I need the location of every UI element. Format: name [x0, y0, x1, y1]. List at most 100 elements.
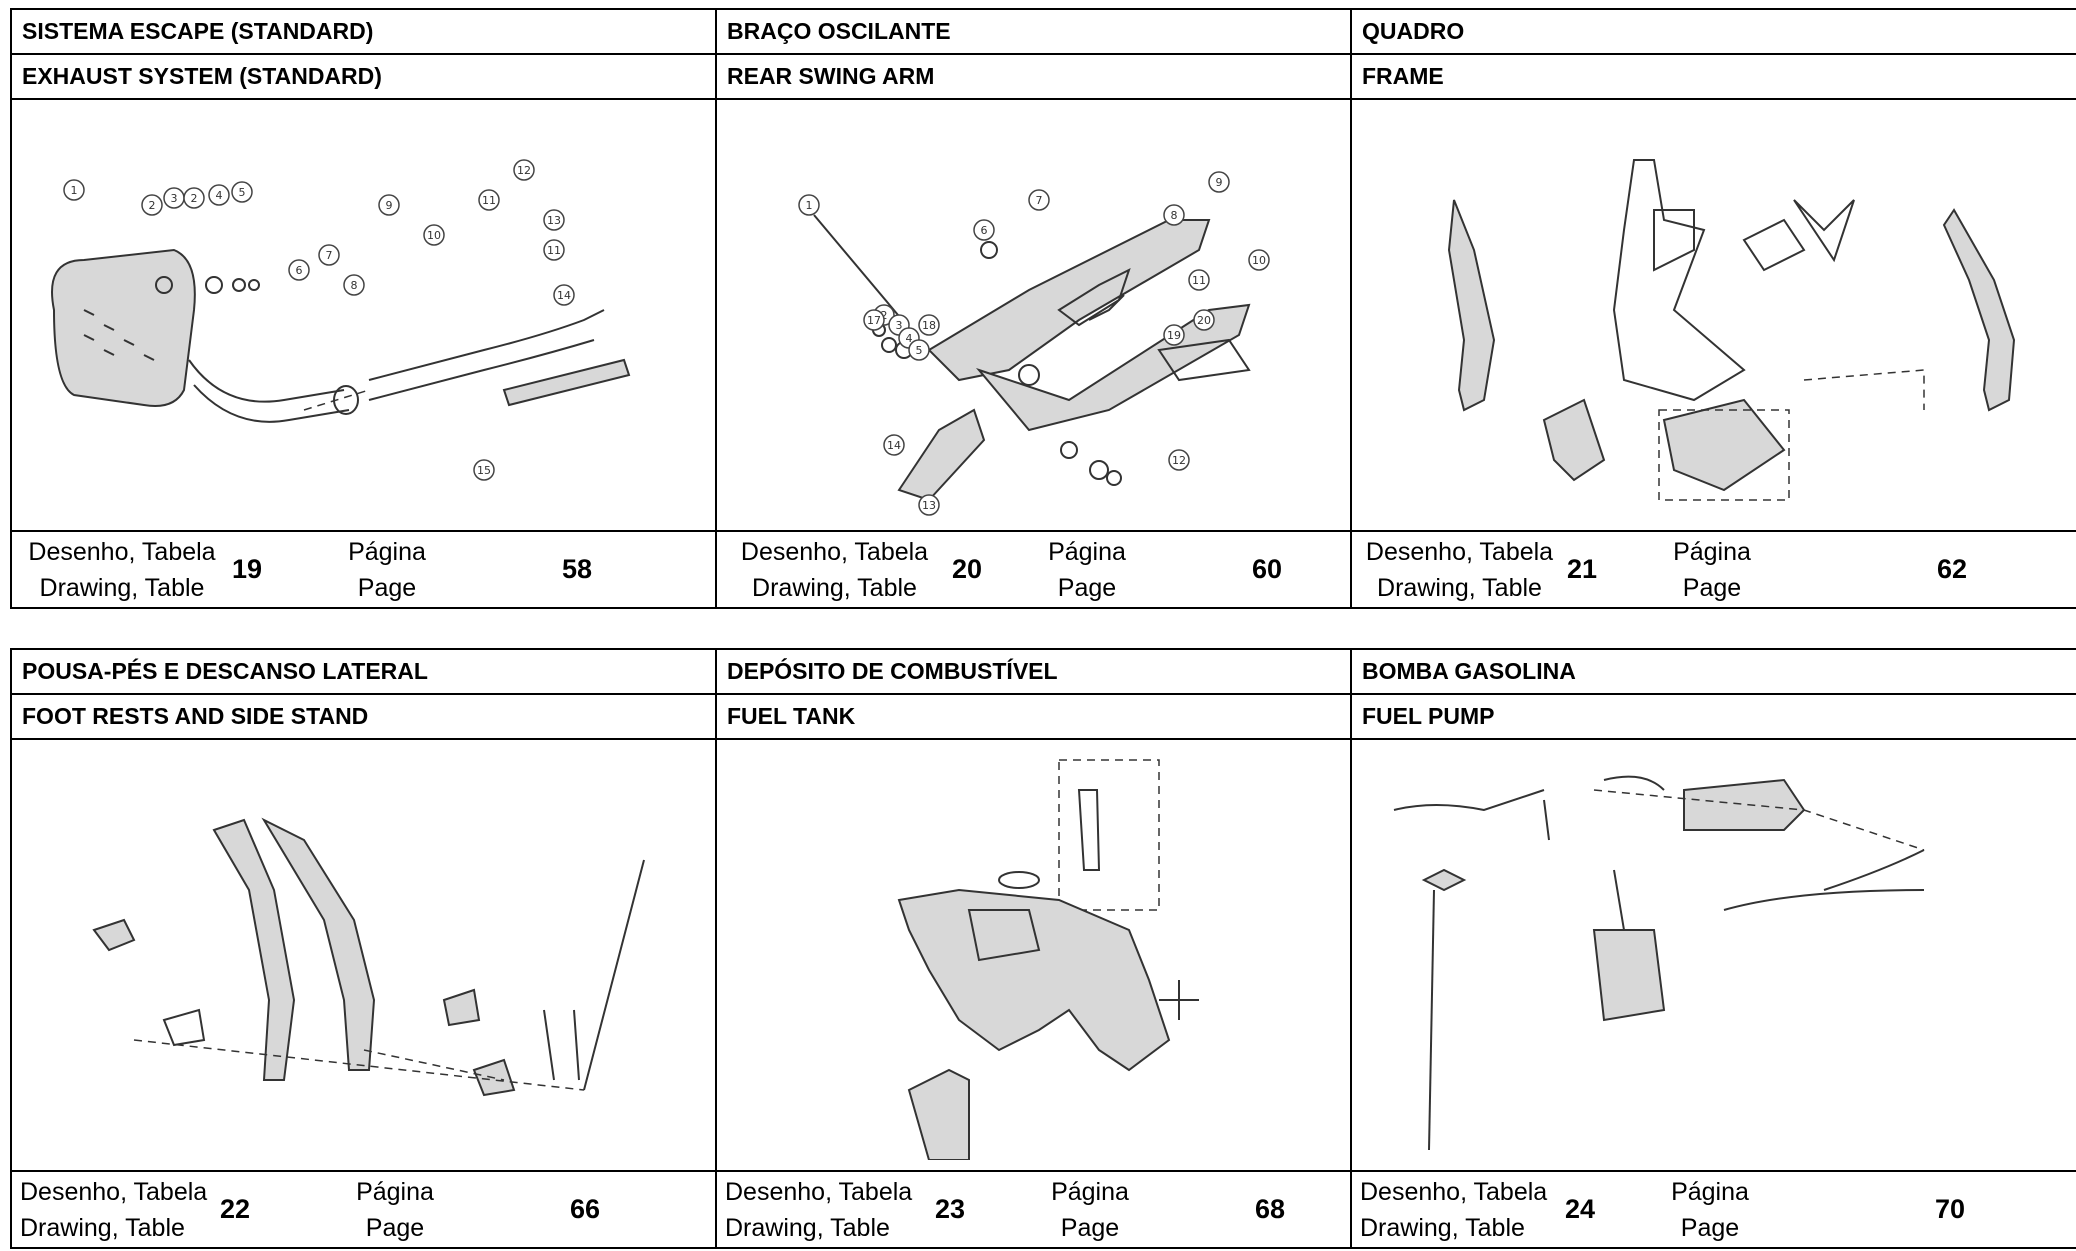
- svg-text:7: 7: [325, 249, 332, 262]
- page-number[interactable]: 66: [569, 1194, 600, 1224]
- panel-title-pt: SISTEMA ESCAPE (STANDARD): [10, 8, 717, 55]
- callout-number: 19: [1162, 324, 1185, 346]
- callout-number: 14: [552, 284, 575, 306]
- svg-text:3: 3: [170, 192, 177, 205]
- callout-number: 5: [907, 339, 930, 361]
- svg-text:17: 17: [867, 314, 881, 327]
- svg-text:2: 2: [148, 199, 155, 212]
- callout-number: 8: [1162, 204, 1185, 226]
- footrest-drawing-cell[interactable]: [10, 738, 717, 1172]
- callout-number: 13: [542, 209, 565, 231]
- page-label-en: Page: [1060, 1213, 1120, 1242]
- panel-title-pt: POUSA-PÉS E DESCANSO LATERAL: [10, 648, 717, 695]
- swing-arm-drawing-cell[interactable]: 1 2 3 4 5 6 7 8 9 10 11 12 13 14 17 18 19 20: [715, 98, 1352, 532]
- drawing-label-pt: Desenho, Tabela: [28, 537, 216, 566]
- svg-text:13: 13: [547, 214, 561, 227]
- drawing-label-en: Drawing, Table: [1360, 1213, 1525, 1242]
- callout-number: 10: [1247, 249, 1270, 271]
- fuel-tank-drawing-cell[interactable]: [715, 738, 1352, 1172]
- page-label-pt: Página: [1673, 537, 1751, 566]
- svg-text:19: 19: [1167, 329, 1181, 342]
- drawing-number[interactable]: 21: [1567, 554, 1598, 584]
- callout-number: 5: [230, 181, 253, 203]
- frame-drawing-cell[interactable]: [1350, 98, 2076, 532]
- drawing-number[interactable]: 20: [952, 554, 983, 584]
- panel-footer: Desenho, Tabela Drawing, Table 19 Página…: [10, 530, 717, 609]
- svg-text:20: 20: [1197, 314, 1211, 327]
- callout-number: 17: [862, 309, 885, 331]
- parts-index-table-bottom: POUSA-PÉS E DESCANSO LATERAL DEPÓSITO DE…: [10, 648, 2076, 1249]
- svg-text:8: 8: [350, 279, 357, 292]
- exhaust-drawing-cell[interactable]: 1 2 3 2 4 5 6 7 8 9 10 11 12 13 11 14 15: [10, 98, 717, 532]
- drawing-number[interactable]: 19: [232, 554, 263, 584]
- callout-number: 7: [317, 244, 340, 266]
- fuel-pump-drawing-cell[interactable]: [1350, 738, 2076, 1172]
- svg-text:6: 6: [295, 264, 302, 277]
- svg-text:1: 1: [805, 199, 812, 212]
- page-label-en: Page: [357, 573, 417, 602]
- drawing-number[interactable]: 24: [1565, 1194, 1596, 1224]
- callout-number: 2: [182, 187, 205, 209]
- callout-number: 8: [342, 274, 365, 296]
- callout-number: 12: [1167, 449, 1190, 471]
- drawing-label-en: Drawing, Table: [20, 1213, 185, 1242]
- svg-text:8: 8: [1170, 209, 1177, 222]
- panel-title-en: FOOT RESTS AND SIDE STAND: [10, 693, 717, 740]
- panel-title-en: EXHAUST SYSTEM (STANDARD): [10, 53, 717, 100]
- svg-text:3: 3: [895, 319, 902, 332]
- page-label-pt: Página: [1051, 1177, 1129, 1206]
- page-number[interactable]: 60: [1251, 554, 1282, 584]
- svg-text:10: 10: [427, 229, 441, 242]
- page-label-en: Page: [365, 1213, 425, 1242]
- callout-number: 2: [140, 194, 163, 216]
- svg-text:11: 11: [547, 244, 561, 257]
- drawing-number[interactable]: 22: [220, 1194, 251, 1224]
- page-number[interactable]: 62: [1936, 554, 1967, 584]
- svg-text:15: 15: [477, 464, 491, 477]
- callout-number: 9: [1207, 171, 1230, 193]
- drawing-label-en: Drawing, Table: [1377, 573, 1542, 602]
- panel-title-pt: DEPÓSITO DE COMBUSTÍVEL: [715, 648, 1352, 695]
- svg-text:9: 9: [1215, 176, 1222, 189]
- svg-text:2: 2: [880, 309, 887, 322]
- svg-text:6: 6: [980, 224, 987, 237]
- svg-text:12: 12: [517, 164, 531, 177]
- svg-text:7: 7: [1035, 194, 1042, 207]
- callout-number: 6: [972, 219, 995, 241]
- callout-number: 18: [917, 314, 940, 336]
- callout-number: 10: [422, 224, 445, 246]
- panel-footer: Desenho, Tabela Drawing, Table 24 Página…: [1350, 1170, 2076, 1249]
- panel-footer: Desenho, Tabela Drawing, Table 21 Página…: [1350, 530, 2076, 609]
- drawing-label-en: Drawing, Table: [752, 573, 917, 602]
- page-label-en: Page: [1057, 573, 1117, 602]
- callout-number: 11: [477, 189, 500, 211]
- callout-number: 14: [882, 434, 905, 456]
- drawing-number[interactable]: 23: [935, 1194, 966, 1224]
- callout-number: 20: [1192, 309, 1215, 331]
- callout-number: 7: [1027, 189, 1050, 211]
- callout-number: 11: [542, 239, 565, 261]
- page-number[interactable]: 70: [1934, 1194, 1965, 1224]
- panel-title-en: FRAME: [1350, 53, 2076, 100]
- fuel-tank-drawing: [897, 759, 1199, 1160]
- callout-number: 11: [1187, 269, 1210, 291]
- page-label-pt: Página: [1048, 537, 1126, 566]
- page-number[interactable]: 68: [1254, 1194, 1285, 1224]
- svg-text:1: 1: [70, 184, 77, 197]
- callout-number: 4: [207, 184, 230, 206]
- callout-number: 12: [512, 159, 535, 181]
- page-label-en: Page: [1682, 573, 1742, 602]
- callout-number: 13: [917, 494, 940, 516]
- drawing-label-pt: Desenho, Tabela: [725, 1177, 913, 1206]
- svg-text:18: 18: [922, 319, 936, 332]
- callout-number: 9: [377, 194, 400, 216]
- page-number[interactable]: 58: [561, 554, 592, 584]
- panel-title-pt: QUADRO: [1350, 8, 2076, 55]
- page-label-en: Page: [1680, 1213, 1740, 1242]
- svg-text:5: 5: [915, 344, 922, 357]
- drawing-label-en: Drawing, Table: [725, 1213, 890, 1242]
- panel-title-en: FUEL PUMP: [1350, 693, 2076, 740]
- panel-footer: Desenho, Tabela Drawing, Table 20 Página…: [715, 530, 1352, 609]
